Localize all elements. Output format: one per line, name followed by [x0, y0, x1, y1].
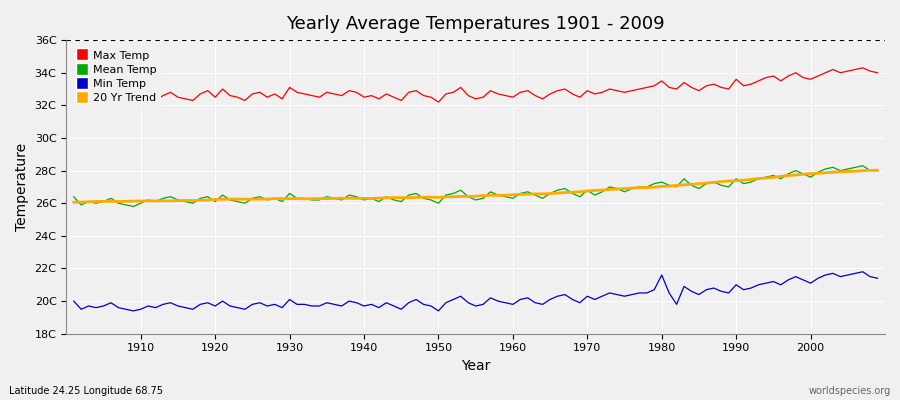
Legend: Max Temp, Mean Temp, Min Temp, 20 Yr Trend: Max Temp, Mean Temp, Min Temp, 20 Yr Tre… — [72, 46, 161, 108]
Text: worldspecies.org: worldspecies.org — [809, 386, 891, 396]
Text: Latitude 24.25 Longitude 68.75: Latitude 24.25 Longitude 68.75 — [9, 386, 163, 396]
X-axis label: Year: Year — [461, 359, 491, 373]
Y-axis label: Temperature: Temperature — [15, 143, 29, 231]
Title: Yearly Average Temperatures 1901 - 2009: Yearly Average Temperatures 1901 - 2009 — [286, 15, 665, 33]
